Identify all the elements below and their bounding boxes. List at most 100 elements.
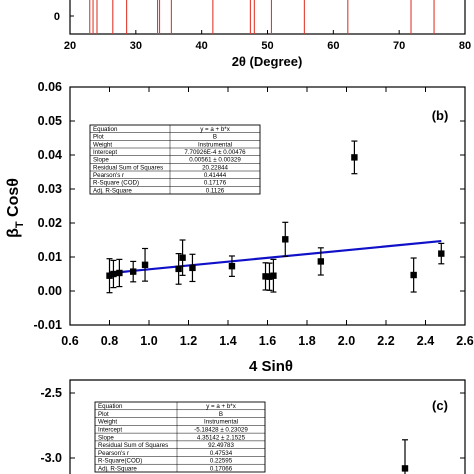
panel-c-fit-table-cell-value: 0.47534 [210, 450, 233, 457]
panel-a-x-tick-label: 20 [64, 40, 76, 52]
panel-c-fit-table-cell-value: -5.18428 ± 0.23029 [194, 427, 248, 434]
panel-b-y-tick-label: 0.04 [38, 148, 62, 162]
panel-c-points [401, 439, 409, 474]
panel-c-label: (c) [432, 398, 448, 413]
panel-c-y-tick-label: -2.5 [40, 386, 62, 400]
panel-b-x-tick-label: 1.4 [219, 334, 236, 348]
panel-c-fit-table-cell-name: Residual Sum of Squares [98, 442, 168, 449]
panel-b-fit-table-cell-value: 0.1126 [206, 187, 225, 194]
panel-c-fit-table-cell-value: 4.35142 ± 2.1525 [197, 434, 246, 441]
panel-a-x-tick-label: 50 [261, 40, 273, 52]
panel-b-x-tick-label: 0.6 [61, 334, 78, 348]
panel-c-fit-table: Equation y = a + b*x Plot B Weight Instrument… [94, 401, 266, 473]
panel-b: -0.01 0.00 0.01 0.02 0.03 0.04 0.05 0.06 0.6 0.8… [5, 80, 474, 375]
panel-b-point [270, 272, 277, 279]
panel-a-x-tick-label: 30 [130, 40, 142, 52]
panel-a-x-tick-label: 60 [327, 40, 339, 52]
panel-b-point [179, 254, 186, 261]
panel-b-point [266, 273, 273, 280]
panel-b-fit-table-cell-value: B [213, 134, 217, 141]
panel-b-point [189, 264, 196, 272]
panel-b-point [130, 268, 137, 275]
panel-c-fit-table-cell-name: Slope [98, 434, 114, 441]
panel-c-frame [69, 379, 466, 474]
panel-b-fit-line [109, 239, 442, 275]
panel-a-x-axis-label: 2θ (Degree) [232, 54, 303, 69]
panel-c-fit-table-cell-name: Intercept [98, 427, 122, 434]
panel-b-fit-table-cell-value: 0.17176 [204, 180, 227, 187]
panel-b-point [110, 270, 117, 278]
panel-c-fit-table-rows: Equation y = a + b*x Plot B Weight Instrument… [95, 402, 265, 472]
panel-c-fit-table-cell-name: Equation [98, 403, 123, 410]
panel-b-fit-table-cell-value: 0.00561 ± 0.00329 [189, 157, 241, 164]
panel-b-fit-table-cell-name: Intercept [93, 149, 117, 156]
panel-b-point [141, 261, 149, 269]
panel-b-point [262, 273, 269, 280]
panel-c-fit-table-cell-value: Instrumental [204, 419, 238, 426]
panel-b-point [228, 262, 236, 270]
panel-b-x-tick-label: 1.0 [140, 334, 157, 348]
panel-c-fit-table-cell-value: y = a + b*x [206, 403, 236, 410]
panel-c-y-tick-label: -3.0 [40, 451, 62, 465]
panel-b-points [106, 140, 445, 294]
panel-a-y-tick-label: 0 [54, 11, 60, 23]
panel-b-fit-table-cell-value: 20.22844 [202, 164, 228, 171]
panel-c-fit-table-cell-value: B [219, 411, 223, 418]
panel-b-fit-table-cell-name: R-Square (COD) [93, 180, 139, 187]
panel-c-fit-table-cell-name: Pearson's r [98, 450, 129, 457]
panel-b-point [317, 258, 325, 265]
panel-c-fit-table-cell-name: Adj. R-Square [98, 465, 137, 472]
panel-b-x-axis-label: 4 Sinθ [249, 358, 293, 375]
panel-c-point [401, 465, 409, 472]
panel-a-x-tick-label: 40 [196, 40, 208, 52]
panel-b-fit-table-cell-value: 7.70926E-4 ± 0.00476 [184, 149, 246, 156]
panel-b-frame [69, 86, 466, 326]
panel-b-y-axis-label: βT Cosθ [5, 178, 26, 238]
panel-b-point [106, 272, 113, 279]
panel-b-fit-table: Equation y = a + b*x Plot B Weight Instrument… [89, 124, 261, 195]
panel-a: 20 30 40 50 60 70 80 0 2θ (Degree) [54, 0, 471, 69]
panel-b-x-tick-label: 2.6 [456, 334, 473, 348]
panel-b-y-tick-label: 0.06 [38, 80, 62, 94]
panel-b-y-tick-label: 0.01 [38, 250, 62, 264]
panel-c-fit-table-cell-name: Plot [98, 411, 109, 418]
panel-c-fit-table-box [94, 401, 266, 473]
panel-b-x-tick-label: 2.0 [338, 334, 355, 348]
panel-b-point [282, 236, 289, 243]
panel-c-fit-table-cell-value: 0.17066 [210, 465, 233, 472]
panel-b-y-tick-label: -0.01 [34, 318, 63, 332]
panel-b-fit-table-cell-value: Instrumental [198, 141, 232, 148]
panel-c-y-ticks: -2.5 -3.0 [40, 386, 465, 465]
panel-b-x-tick-label: 1.6 [259, 334, 276, 348]
panel-b-y-ticks: -0.01 0.00 0.01 0.02 0.03 0.04 0.05 0.06 [34, 80, 465, 332]
panel-b-point [175, 265, 182, 273]
panel-b-y-tick-label: 0.02 [38, 216, 62, 230]
panel-b-fit-table-cell-name: Residual Sum of Squares [93, 164, 163, 171]
panel-c-fit-table-cell-value: 0.22595 [210, 458, 233, 465]
panel-a-bars [89, 0, 435, 34]
panel-b-fit-table-cell-name: Adj. R-Square [93, 187, 132, 194]
panel-b-point [438, 250, 445, 257]
panel-b-fit-table-cell-value: 0.41444 [204, 172, 227, 179]
panel-b-y-tick-label: 0.03 [38, 182, 62, 196]
panel-b-y-tick-label: 0.05 [38, 114, 62, 128]
panel-b-fit-table-cell-name: Weight [93, 141, 112, 148]
panel-c-fit-table-cell-name: R-Square(COD) [98, 458, 142, 465]
panel-b-fit-table-cell-name: Pearson's r [93, 172, 124, 179]
panel-b-y-tick-label: 0.00 [38, 284, 62, 298]
panel-a-x-ticks: 20 30 40 50 60 70 80 [64, 30, 471, 52]
panel-b-fit-table-cell-name: Equation [93, 126, 118, 133]
panel-b-point [410, 271, 417, 279]
panel-b-x-ticks: 0.6 0.8 1.0 1.2 1.4 1.6 1.8 2.0 2.2 2.4 2.6 [61, 87, 474, 348]
panel-a-x-tick-label: 80 [459, 40, 471, 52]
panel-b-label: (b) [432, 108, 449, 123]
panel-a-frame [69, 0, 466, 35]
panel-c-fit-table-cell-name: Weight [98, 419, 117, 426]
panel-a-x-tick-label: 70 [393, 40, 405, 52]
panel-b-x-tick-label: 2.2 [377, 334, 394, 348]
panel-b-fit-table-rows: Equation y = a + b*x Plot B Weight Instrument… [90, 125, 260, 194]
panel-b-point [351, 154, 358, 161]
panel-b-x-tick-label: 0.8 [101, 334, 118, 348]
panel-b-point [116, 269, 123, 277]
